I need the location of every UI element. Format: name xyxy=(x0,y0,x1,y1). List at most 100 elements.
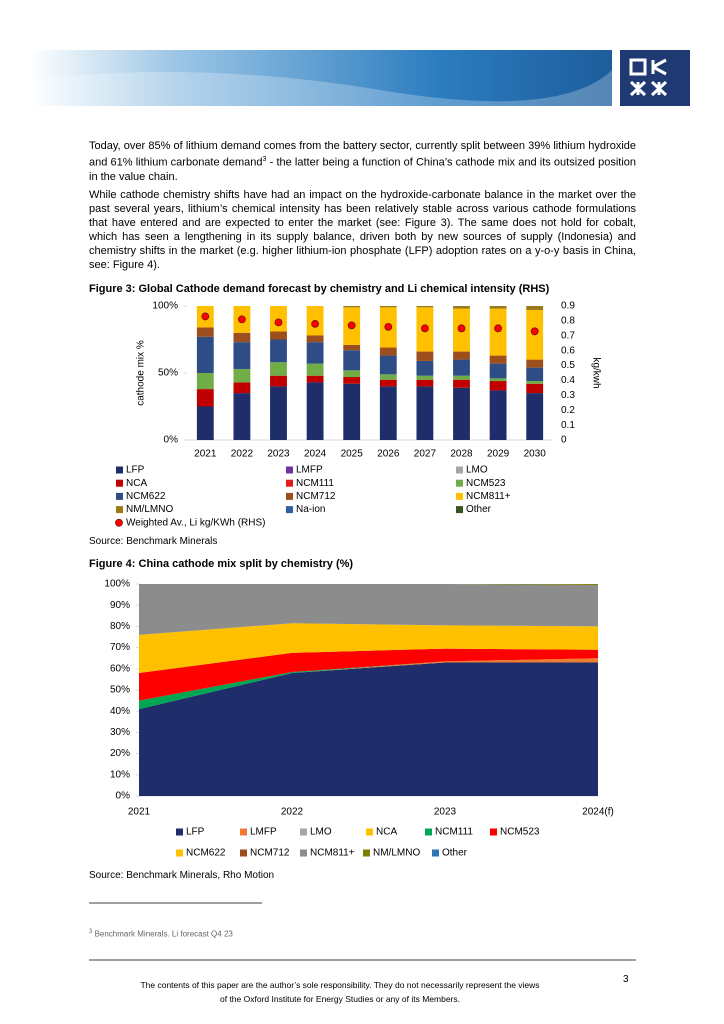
bar-segment xyxy=(416,360,434,376)
bar-segment xyxy=(453,387,470,440)
legend-label: NCM622 xyxy=(186,848,226,859)
footnote-ref: 3 xyxy=(89,929,93,935)
bar-segment xyxy=(306,335,324,343)
y2-tick-label: 0.5 xyxy=(561,360,575,371)
x-tick-label: 2030 xyxy=(524,449,547,460)
x-tick-label: 2023 xyxy=(267,449,290,460)
area xyxy=(139,623,598,674)
bar-segment xyxy=(489,363,507,379)
text: Today, over 85% of lithium demand comes … xyxy=(89,140,636,169)
legend-marker xyxy=(286,492,293,500)
bar-segment xyxy=(306,382,324,440)
legend-label: NCM622 xyxy=(126,491,166,502)
legend-marker xyxy=(286,479,293,487)
legend-marker xyxy=(363,849,370,857)
bar-segment xyxy=(416,351,434,361)
bar-segment xyxy=(416,379,434,387)
bar-segment xyxy=(379,374,397,380)
bar-segment xyxy=(379,306,397,308)
bar-segment xyxy=(270,375,287,387)
y-tick-label: 20% xyxy=(110,748,130,759)
area xyxy=(139,662,598,796)
bar-segment xyxy=(343,377,361,384)
legend-label: LMFP xyxy=(250,827,277,838)
bar-segment xyxy=(306,363,324,376)
bar-segment xyxy=(489,381,507,391)
bar-segment xyxy=(453,351,470,360)
y2-tick-label: 0.9 xyxy=(561,301,575,312)
scatter-point xyxy=(494,324,503,333)
y-tick-label: 0% xyxy=(116,791,131,802)
area xyxy=(139,648,598,701)
bar-segment xyxy=(379,355,397,375)
legend-label: Other xyxy=(466,504,492,515)
footer-line: The contents of this paper are the autho… xyxy=(140,980,540,990)
legend-label: LFP xyxy=(186,827,205,838)
bar-segment xyxy=(379,347,397,356)
bar-segment xyxy=(489,378,507,382)
legend-label: NCM811+ xyxy=(466,491,511,502)
bar-segment xyxy=(416,386,434,440)
footnote: 3 Benchmark Minerals. Li forecast Q4 23 xyxy=(89,925,233,942)
bar-segment xyxy=(196,389,214,407)
x-tick-label: 2025 xyxy=(341,449,364,460)
legend-label: NM/LMNO xyxy=(126,504,173,515)
y-tick-label: 70% xyxy=(110,642,130,653)
logo xyxy=(629,58,668,97)
scatter-point xyxy=(311,319,320,328)
legend-marker xyxy=(432,849,439,857)
legend-marker xyxy=(116,479,123,487)
legend-label: NCM523 xyxy=(466,478,506,489)
bar-segment xyxy=(343,383,361,440)
legend-label: NCM811+ xyxy=(310,848,355,859)
legend-marker xyxy=(115,518,123,527)
legend-label: NCM712 xyxy=(296,491,336,502)
x-tick-label: 2021 xyxy=(194,449,217,460)
bar-segment xyxy=(526,381,544,384)
scatter-point xyxy=(274,318,283,327)
legend-marker xyxy=(300,828,307,836)
legend-label: LMO xyxy=(466,465,488,476)
bar-segment xyxy=(196,406,214,440)
legend-marker xyxy=(286,506,293,514)
y-tick-label: 60% xyxy=(110,663,130,674)
bar-segment xyxy=(233,342,251,369)
legend-marker xyxy=(456,479,463,487)
y-tick-label: 0% xyxy=(164,435,179,446)
legend-label: NCM523 xyxy=(500,827,540,838)
bar-segment xyxy=(453,375,470,380)
text: - the latter being a function of China’s… xyxy=(89,156,636,183)
y-tick-label: 50% xyxy=(110,685,130,696)
legend-marker xyxy=(456,492,463,500)
figure-title: Figure 3: Global Cathode demand forecast… xyxy=(89,283,550,295)
bar-segment xyxy=(526,383,544,394)
footnote-text: Benchmark Minerals. Li forecast Q4 23 xyxy=(92,929,233,939)
footer-line: of the Oxford Institute for Energy Studi… xyxy=(220,994,460,1004)
figure-title: Figure 4: China cathode mix split by che… xyxy=(89,558,354,570)
bar-segment xyxy=(416,375,434,380)
area xyxy=(139,584,598,635)
logo-box xyxy=(620,50,690,106)
x-tick-label: 2022 xyxy=(231,449,254,460)
scatter-point xyxy=(530,327,539,336)
y2-tick-label: 0.1 xyxy=(561,420,575,431)
x-tick-label: 2022 xyxy=(281,807,304,818)
bar-segment xyxy=(306,342,324,364)
legend-label: Na-ion xyxy=(296,504,325,515)
y-tick-label: 10% xyxy=(110,769,130,780)
bar-segment xyxy=(233,382,251,394)
scatter-point xyxy=(384,322,393,331)
x-tick-label: 2024 xyxy=(304,449,327,460)
y2-tick-label: 0 xyxy=(561,435,567,446)
legend-marker xyxy=(240,849,247,857)
y2-tick-label: 0.6 xyxy=(561,345,575,356)
legend-label: LMO xyxy=(310,827,332,838)
y-tick-label: 80% xyxy=(110,621,130,632)
page-number: 3 xyxy=(623,974,629,985)
legend-label: LMFP xyxy=(296,465,323,476)
bar-segment xyxy=(196,327,214,337)
bar-segment xyxy=(343,350,361,371)
scatter-point xyxy=(347,321,356,330)
legend-marker xyxy=(456,466,463,474)
paragraph: Today, over 85% of lithium demand comes … xyxy=(89,139,636,184)
